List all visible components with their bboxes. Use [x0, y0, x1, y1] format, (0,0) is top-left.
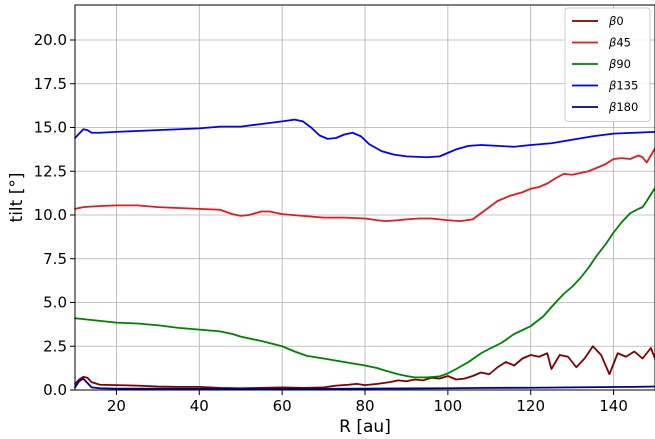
legend-label: β135	[608, 79, 638, 93]
x-tick-label: 40	[190, 397, 209, 415]
x-tick-label: 100	[434, 397, 463, 415]
legend: β0 β45 β90 β135 β180	[564, 7, 651, 122]
series-line-β180	[74, 377, 655, 390]
grid	[75, 5, 655, 391]
legend-label: β180	[608, 100, 638, 114]
series-line-β0	[74, 345, 655, 390]
series-line-β135	[74, 118, 655, 159]
legend-box	[564, 7, 651, 122]
x-tick-label: 60	[273, 397, 292, 415]
y-tick-label: 20.0	[34, 31, 67, 49]
axes-layer: 20 40 60 80 100 120 140 0.0 2.5 5.0 7.5 10.0 12.5 15.…	[34, 31, 628, 415]
x-tick-label: 20	[107, 397, 126, 415]
series-line-β90	[74, 186, 655, 379]
legend-label: β45	[608, 36, 631, 50]
x-tick-label: 80	[355, 397, 374, 415]
x-tick-label: 120	[516, 397, 545, 415]
y-tick-label: 17.5	[34, 75, 67, 93]
x-tick-label: 140	[599, 397, 628, 415]
legend-label: β0	[608, 14, 624, 28]
y-tick-label: 2.5	[43, 337, 67, 355]
legend-label: β90	[608, 57, 631, 71]
y-tick-label: 10.0	[34, 206, 67, 224]
series-line-β45	[74, 147, 655, 223]
y-tick-label: 7.5	[43, 250, 67, 268]
series-layer	[74, 118, 655, 390]
y-tick-label: 15.0	[34, 119, 67, 137]
y-tick-label: 12.5	[34, 162, 67, 180]
x-axis-label: R [au]	[339, 417, 391, 437]
y-tick-label: 0.0	[43, 381, 67, 399]
y-axis-label: tilt [°]	[7, 173, 27, 223]
y-tick-label: 5.0	[43, 294, 67, 312]
